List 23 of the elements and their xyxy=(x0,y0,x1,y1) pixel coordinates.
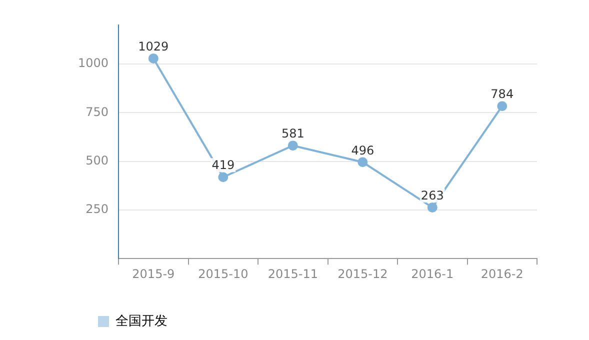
x-tick-label: 2015-9 xyxy=(132,266,175,281)
x-tick-label: 2015-11 xyxy=(268,266,318,281)
y-tick-label: 1000 xyxy=(78,56,109,70)
point xyxy=(148,53,158,64)
point xyxy=(497,101,508,112)
y-tick-label: 750 xyxy=(86,104,109,119)
data-label: 784 xyxy=(490,87,514,102)
data-label: 581 xyxy=(281,126,304,141)
point xyxy=(427,202,438,212)
data-label: 1029 xyxy=(138,40,169,54)
data-label: 419 xyxy=(212,158,235,172)
legend-label: 全国开发 xyxy=(116,314,168,329)
y-tick-label: 500 xyxy=(86,153,109,168)
x-tick-label: 2016-2 xyxy=(480,266,524,281)
y-tick-label: 250 xyxy=(86,202,109,216)
data-label: 496 xyxy=(351,143,374,158)
x-tick-label: 2015-10 xyxy=(198,266,248,281)
x-tick-label: 2016-1 xyxy=(411,266,454,281)
x-tick-label: 2015-12 xyxy=(338,266,388,281)
point xyxy=(358,157,368,168)
data-label: 263 xyxy=(420,188,444,203)
point xyxy=(218,172,228,182)
point xyxy=(288,140,298,151)
